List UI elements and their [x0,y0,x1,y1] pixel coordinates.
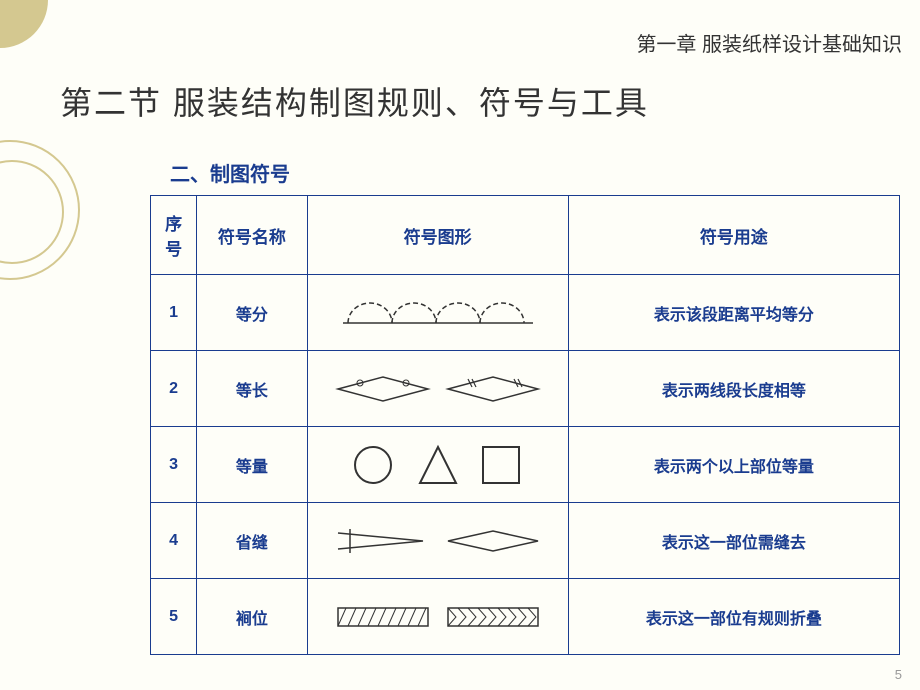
cell-name: 省缝 [197,503,307,579]
symbol-pleat-icon [307,579,568,655]
chapter-header: 第一章 服装纸样设计基础知识 [636,28,902,57]
cell-num: 3 [151,427,197,503]
circle-decoration [0,140,80,280]
cell-use: 表示该段距离平均等分 [568,275,899,351]
col-header-num: 序号 [151,196,197,275]
cell-name: 等量 [197,427,307,503]
cell-num: 4 [151,503,197,579]
cell-use: 表示两线段长度相等 [568,351,899,427]
symbol-dart-icon [307,503,568,579]
symbol-equal-length-icon [307,351,568,427]
col-header-name: 符号名称 [197,196,307,275]
col-header-shape: 符号图形 [307,196,568,275]
cell-num: 2 [151,351,197,427]
table-row: 4 省缝 表示这一部位需缝去 [151,503,900,579]
table-row: 1 等分 表示该段距离平均等分 [151,275,900,351]
cell-use: 表示两个以上部位等量 [568,427,899,503]
cell-use: 表示这一部位有规则折叠 [568,579,899,655]
subsection-title: 二、制图符号 [170,158,290,187]
cell-name: 等分 [197,275,307,351]
cell-name: 裥位 [197,579,307,655]
table-row: 3 等量 表示两个以上部位等量 [151,427,900,503]
cell-use: 表示这一部位需缝去 [568,503,899,579]
section-title: 第二节 服装结构制图规则、符号与工具 [60,78,649,124]
cell-num: 5 [151,579,197,655]
table-header-row: 序号 符号名称 符号图形 符号用途 [151,196,900,275]
cell-name: 等长 [197,351,307,427]
col-header-use: 符号用途 [568,196,899,275]
cell-num: 1 [151,275,197,351]
symbol-equal-quantity-icon [307,427,568,503]
page-number: 5 [895,667,902,682]
corner-decoration [0,0,48,48]
symbol-table: 序号 符号名称 符号图形 符号用途 1 等分 表示该段距离平均等分 2 等长 [150,195,900,655]
table-row: 5 裥位 [151,579,900,655]
table-row: 2 等长 表示两线段长度相等 [151,351,900,427]
symbol-equal-division-icon [307,275,568,351]
